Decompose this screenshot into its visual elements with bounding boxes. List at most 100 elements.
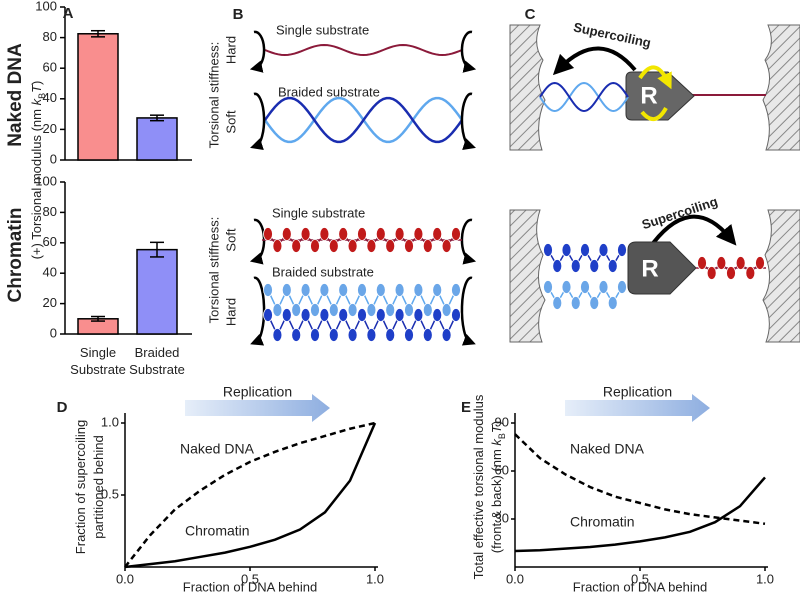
panel-label: C [525,6,536,23]
nucleosome [598,243,609,257]
nucleosome [589,259,600,273]
nucleosome [347,328,358,342]
axis-label: (front & back) (nm kBT) [489,421,507,553]
nucleosome [272,239,283,253]
replisome-label: R [640,82,657,109]
label-part: T [29,84,44,93]
stiffness-value: Hard [223,298,238,326]
y-tick-label: 0.5 [101,486,119,501]
supercoiling-label: Supercoiling [640,194,720,233]
series-line [514,476,766,553]
stiffness-value: Soft [223,228,238,252]
nucleosome [726,266,736,280]
y-tick-label: 20 [43,121,57,136]
series-label: Chromatin [185,523,250,539]
nucleosome [404,303,414,317]
wall [509,24,546,151]
nucleosome [291,303,302,317]
label-part: (+) Torsional modulus (nm [29,105,44,259]
nucleosome [580,280,590,294]
nucleosome [552,296,563,310]
axis-label: Fraction of supercoiling [73,420,88,554]
stiffness-value: Soft [223,110,238,134]
nucleosome [441,328,452,342]
nucleosome [300,308,311,322]
axis-label: Fraction of DNA behind [183,579,317,594]
label-part: k [489,438,504,446]
nucleosome [394,308,405,322]
nucleosome [281,308,292,322]
row-label: Naked DNA [5,43,26,147]
nucleosome [366,303,377,317]
nucleosome [385,303,396,317]
replisome [627,241,697,295]
nucleosome [328,239,339,253]
rotation-arrow [250,92,266,151]
x-tick-label: 0.5 [631,571,649,586]
label-part: B [497,433,507,439]
stiffness-value: Hard [223,36,238,64]
series-label: Naked DNA [570,441,645,457]
label-part: T [489,424,504,433]
y-tick-label: 60 [43,234,57,249]
nucleosome [263,227,273,241]
nucleosome [338,308,349,322]
series-label: Naked DNA [180,441,255,457]
axis-label: Fraction of DNA behind [573,579,707,594]
nucleosome [338,227,349,241]
series-line [124,422,377,569]
nucleosome [543,280,553,294]
nucleosome [263,283,273,297]
row-label: Chromatin [5,208,26,303]
nucleosome [580,243,590,257]
rotation-arrow [249,30,266,73]
nucleosome [716,256,727,270]
nucleosome [385,239,396,253]
wall [509,209,546,343]
y-tick-label: 90 [495,414,509,429]
nucleosome [404,239,414,253]
nucleosome [310,303,320,317]
nucleosome [617,243,627,257]
supercoiling-label: Supercoiling [572,19,652,50]
bar [77,33,119,161]
replication-arrow [185,394,330,422]
y-tick-label: 40 [43,90,57,105]
nucleosome [300,227,311,241]
nucleosome [755,256,765,270]
nucleosome [263,308,273,322]
y-tick-label: 0 [50,325,57,340]
supercoil-arrow [646,214,737,252]
nucleosome [404,328,414,342]
x-tick-label: 0.5 [241,571,259,586]
bar [136,117,178,161]
wall [762,24,800,151]
axis-label: Total effective torsional modulus [471,394,486,579]
nucleosome [451,308,461,322]
nucleosome [432,227,443,241]
rotation-arrow [460,218,477,265]
y-tick-label: 30 [495,510,509,525]
nucleosome [589,296,600,310]
rotation-arrow [638,65,672,90]
nucleosome [570,296,581,310]
label-part: Total effective torsional modulus [471,394,486,579]
axis-label: partitioned behind [91,435,106,538]
nucleosome [272,303,283,317]
axis-label: (+) Torsional modulus (nm kBT) [29,81,47,260]
nucleosome [385,328,396,342]
nucleosome [394,227,405,241]
series-line [124,421,376,568]
nucleosome [338,283,349,297]
supercoil-arrow [552,46,637,76]
nucleosome [319,308,330,322]
y-tick-label: 20 [43,295,57,310]
nucleosome [281,227,292,241]
x-tick-label: 1.0 [756,571,774,586]
label-part: B [37,93,47,99]
strand [264,43,463,57]
series-label: Chromatin [570,514,635,530]
label-part: (front & back) (nm [489,446,504,554]
nucleosome [291,328,302,342]
nucleosome [607,259,618,273]
